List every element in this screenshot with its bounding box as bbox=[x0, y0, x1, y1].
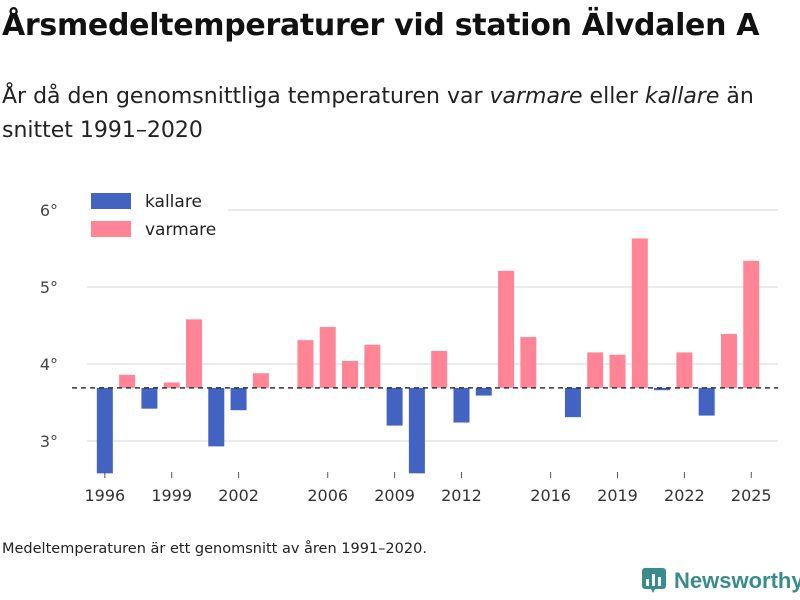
chart-subtitle: År då den genomsnittliga temperaturen va… bbox=[2, 80, 782, 148]
x-tick-label: 2022 bbox=[664, 486, 705, 505]
bars bbox=[96, 238, 760, 474]
bar-1999 bbox=[163, 382, 180, 388]
subtitle-mid: eller bbox=[582, 84, 645, 109]
bar-2011 bbox=[431, 350, 448, 388]
bar-2022 bbox=[676, 352, 693, 388]
bar-2013 bbox=[475, 387, 492, 396]
bar-2023 bbox=[698, 387, 715, 416]
legend-swatch-warmer bbox=[91, 221, 131, 237]
footnote: Medeltemperaturen är ett genomsnitt av å… bbox=[2, 541, 427, 557]
x-tick-label: 1996 bbox=[84, 486, 125, 505]
brand-name: Newsworthy bbox=[674, 568, 800, 593]
y-tick-label: 3° bbox=[40, 432, 58, 451]
bar-2002 bbox=[230, 387, 247, 411]
bar-2020 bbox=[631, 238, 648, 388]
bar-1997 bbox=[119, 374, 136, 388]
newsworthy-logo: Newsworthy bbox=[642, 568, 800, 594]
subtitle-warm-word: varmare bbox=[489, 84, 583, 109]
x-tick-label: 2019 bbox=[597, 486, 638, 505]
x-tick-label: 2009 bbox=[374, 486, 415, 505]
bar-2015 bbox=[520, 337, 537, 388]
bar-2019 bbox=[609, 354, 626, 388]
bar-1996 bbox=[96, 387, 113, 474]
bar-2017 bbox=[564, 387, 581, 418]
subtitle-post: än snittet 1991–2020 bbox=[2, 84, 754, 143]
x-tick-label: 2006 bbox=[307, 486, 348, 505]
bar-2025 bbox=[743, 260, 760, 388]
y-tick-label: 6° bbox=[40, 201, 58, 220]
bar-2018 bbox=[587, 352, 604, 388]
bar-2006 bbox=[319, 327, 336, 388]
subtitle-pre: År då den genomsnittliga temperaturen va… bbox=[2, 84, 490, 109]
bar-2007 bbox=[342, 360, 359, 388]
legend-swatch-colder bbox=[91, 193, 131, 209]
y-tick-label: 4° bbox=[40, 355, 58, 374]
chart-title: Årsmedeltemperaturer vid station Älvdale… bbox=[2, 8, 760, 43]
legend-label-colder: kallare bbox=[145, 192, 202, 212]
bar-2014 bbox=[498, 270, 515, 388]
axes: 3° 4° 5° 6° 1996 1999 2002 2006 2009 2012 2016 2019… bbox=[40, 201, 772, 505]
bar-2009 bbox=[386, 387, 403, 426]
bar-2001 bbox=[208, 387, 225, 447]
bar-2024 bbox=[720, 333, 737, 388]
bar-2021 bbox=[654, 387, 671, 391]
x-tick-label: 2016 bbox=[530, 486, 571, 505]
bar-1998 bbox=[141, 387, 158, 409]
bar-2008 bbox=[364, 344, 381, 388]
legend: kallare varmare bbox=[82, 183, 228, 243]
x-tick-label: 2002 bbox=[218, 486, 259, 505]
bar-2000 bbox=[185, 319, 202, 388]
legend-label-warmer: varmare bbox=[145, 220, 216, 240]
bar-2005 bbox=[297, 340, 314, 388]
subtitle-cold-word: kallare bbox=[644, 84, 720, 109]
bar-2003 bbox=[252, 373, 269, 388]
x-tick-label: 2012 bbox=[441, 486, 482, 505]
bar-2012 bbox=[453, 387, 470, 423]
bar-2010 bbox=[408, 387, 425, 474]
x-tick-label: 2025 bbox=[731, 486, 772, 505]
x-tick-label: 1999 bbox=[151, 486, 192, 505]
y-tick-label: 5° bbox=[40, 278, 58, 297]
newsworthy-icon bbox=[642, 568, 666, 593]
